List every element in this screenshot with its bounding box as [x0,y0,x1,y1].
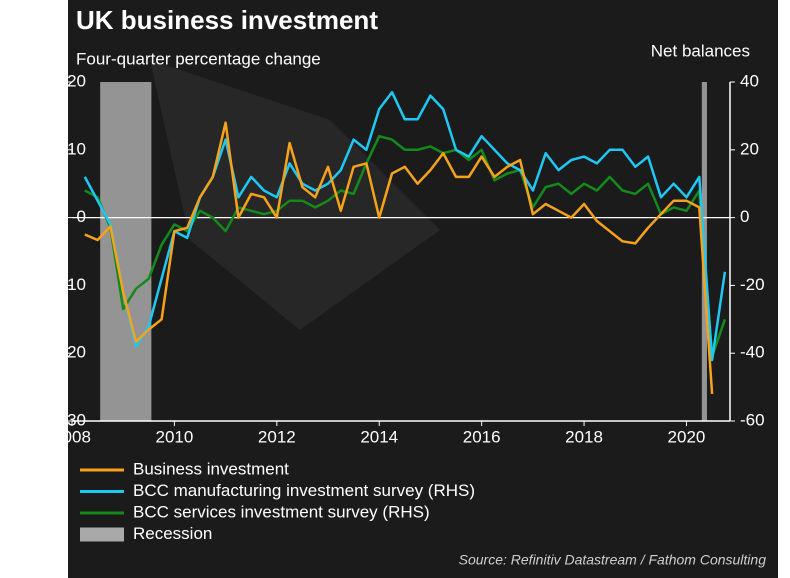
legend-label: BCC manufacturing investment survey (RHS… [133,481,475,500]
x-tick-label: 2014 [360,427,398,446]
y-tick-label: 0 [77,207,86,226]
y-tick-label: -10 [61,275,86,294]
chart-title: UK business investment [76,5,378,35]
x-tick-label: 2008 [53,427,91,446]
legend-label: BCC services investment survey (RHS) [133,502,430,521]
legend-swatch [80,527,124,542]
y-tick-label: -20 [61,343,86,362]
y2-tick-label: 20 [740,139,759,158]
y2-tick-label: 0 [740,207,749,226]
y2-axis-label: Net balances [651,41,750,60]
y-tick-label: -30 [61,410,86,429]
x-tick-label: 2010 [155,427,193,446]
recession-band [100,82,152,421]
x-tick-label: 2016 [463,427,501,446]
x-tick-label: 2018 [565,427,603,446]
y2-tick-label: -60 [740,410,765,429]
y2-tick-label: -40 [740,343,765,362]
y-tick-label: 20 [67,71,86,90]
y2-tick-label: 40 [740,71,759,90]
y2-tick-label: -20 [740,275,765,294]
source: Source: Refinitiv Datastream / Fathom Co… [459,552,767,568]
series-line [84,121,714,394]
x-tick-label: 2012 [258,427,296,446]
legend-label: Recession [133,524,212,543]
subtitle: Four-quarter percentage change [76,49,321,68]
legend-label: Business investment [133,459,289,478]
x-tick-label: 2020 [668,427,706,446]
y-tick-label: 10 [67,139,86,158]
watermark [150,60,440,330]
series-line [83,90,727,362]
